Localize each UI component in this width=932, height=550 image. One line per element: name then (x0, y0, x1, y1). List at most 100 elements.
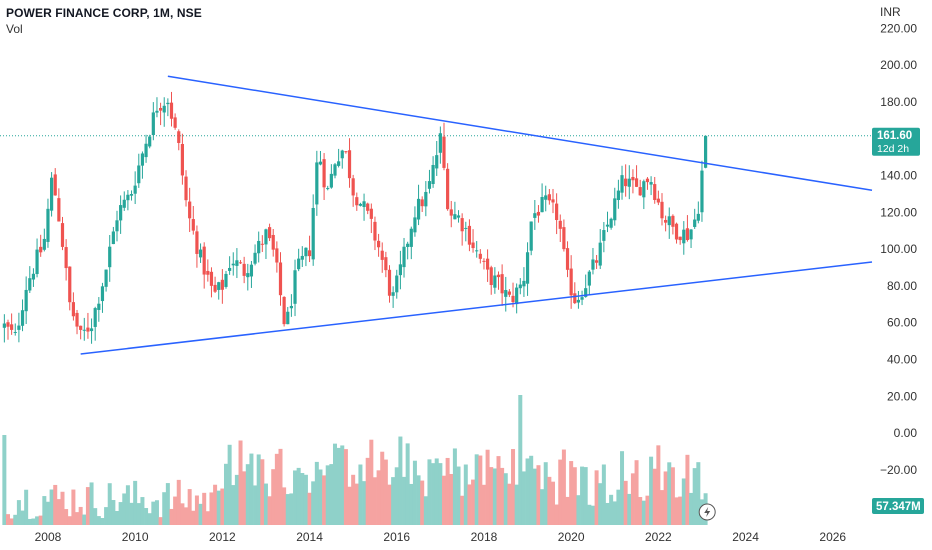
volume-bar (93, 508, 98, 525)
volume-indicator-label[interactable]: Vol (6, 22, 23, 36)
volume-bar (213, 484, 218, 525)
candle-body (395, 275, 399, 293)
candle-body (642, 181, 646, 198)
volume-bar (521, 471, 526, 525)
candle-body (300, 255, 304, 260)
volume-bar (89, 482, 94, 525)
volume-bar (16, 500, 21, 525)
volume-bar (129, 502, 134, 525)
candle-body (249, 264, 254, 277)
volume-bar (5, 514, 10, 525)
volume-bar (173, 496, 178, 525)
volume-bar (100, 518, 105, 525)
candle-body (253, 252, 257, 264)
volume-bar (362, 481, 367, 525)
volume-bar (176, 479, 181, 525)
last-price-value: 161.60 (877, 130, 912, 142)
candle-body (482, 260, 486, 262)
trendline-lower (80, 261, 873, 355)
volume-bar (351, 474, 356, 525)
candle-body (246, 273, 250, 278)
candle-body (376, 240, 381, 248)
volume-bar (405, 443, 410, 525)
candle-body (326, 188, 330, 190)
candle-body (195, 231, 199, 254)
volume-bar (336, 447, 341, 525)
candle-body (522, 280, 526, 287)
volume-bar (2, 435, 7, 525)
candle-body (435, 155, 439, 169)
volume-bar (347, 486, 352, 525)
candle-body (271, 234, 275, 250)
candle-body (511, 295, 515, 303)
candle-body (489, 267, 493, 286)
candle-body (242, 263, 246, 276)
volume-bars (2, 395, 708, 525)
volume-bar (663, 471, 668, 525)
candle-body (456, 215, 461, 218)
volume-bar (696, 462, 701, 525)
volume-bar (641, 500, 646, 525)
candle-body (369, 208, 373, 219)
volume-bar (412, 460, 417, 525)
candle-body (624, 178, 628, 187)
volume-bar (576, 495, 581, 525)
candle-body (286, 311, 290, 325)
candle-body (500, 274, 504, 294)
candle-body (402, 246, 406, 268)
candle-body (562, 227, 566, 250)
candle-body (173, 117, 177, 128)
candle-body (166, 102, 170, 105)
candle-body (631, 176, 635, 181)
candle-body (20, 310, 25, 326)
candle-body (289, 305, 293, 309)
volume-bar (220, 488, 225, 525)
candle-body (475, 250, 479, 252)
y-tick-label: 100.00 (880, 242, 917, 256)
candle-body (111, 231, 115, 245)
candle-body (191, 219, 195, 231)
volume-bar (678, 496, 683, 525)
volume-bar (293, 470, 298, 525)
candle-body (515, 287, 519, 305)
volume-bar (532, 468, 537, 525)
volume-bar (9, 518, 14, 525)
volume-bar (474, 454, 479, 525)
candle-body (485, 258, 490, 270)
volume-bar (31, 518, 36, 525)
candle-body (318, 161, 323, 165)
volume-bar (140, 497, 145, 525)
candle-body (60, 223, 65, 247)
candle-body (122, 199, 126, 208)
volume-bar (205, 511, 210, 525)
volume-bar (485, 449, 490, 525)
volume-bar (394, 467, 399, 525)
volume-bar (623, 480, 628, 525)
volume-bar (322, 475, 327, 525)
candle-body (671, 215, 675, 227)
candle-body (598, 242, 602, 266)
candle-body (613, 198, 617, 221)
volume-bar (463, 464, 468, 525)
volume-bar (383, 459, 388, 525)
volume-bar (507, 483, 512, 525)
volume-bar (376, 470, 381, 525)
y-tick-label: 120.00 (880, 205, 917, 219)
volume-bar (114, 511, 119, 525)
candle-body (228, 267, 232, 271)
candle-body (344, 151, 348, 153)
volume-bar (122, 493, 127, 525)
volume-bar (162, 492, 167, 525)
x-tick-label: 2012 (209, 530, 236, 544)
candle-body (6, 322, 10, 327)
x-tick-label: 2018 (471, 530, 498, 544)
volume-bar (627, 493, 632, 525)
candle-body (507, 291, 511, 295)
volume-bar (85, 487, 90, 525)
candle-body (213, 284, 217, 292)
price-axis: INR220.00200.00180.00160.00140.00120.001… (880, 5, 917, 514)
volume-bar (478, 455, 483, 525)
volume-bar (605, 502, 610, 525)
candle-body (351, 178, 355, 196)
